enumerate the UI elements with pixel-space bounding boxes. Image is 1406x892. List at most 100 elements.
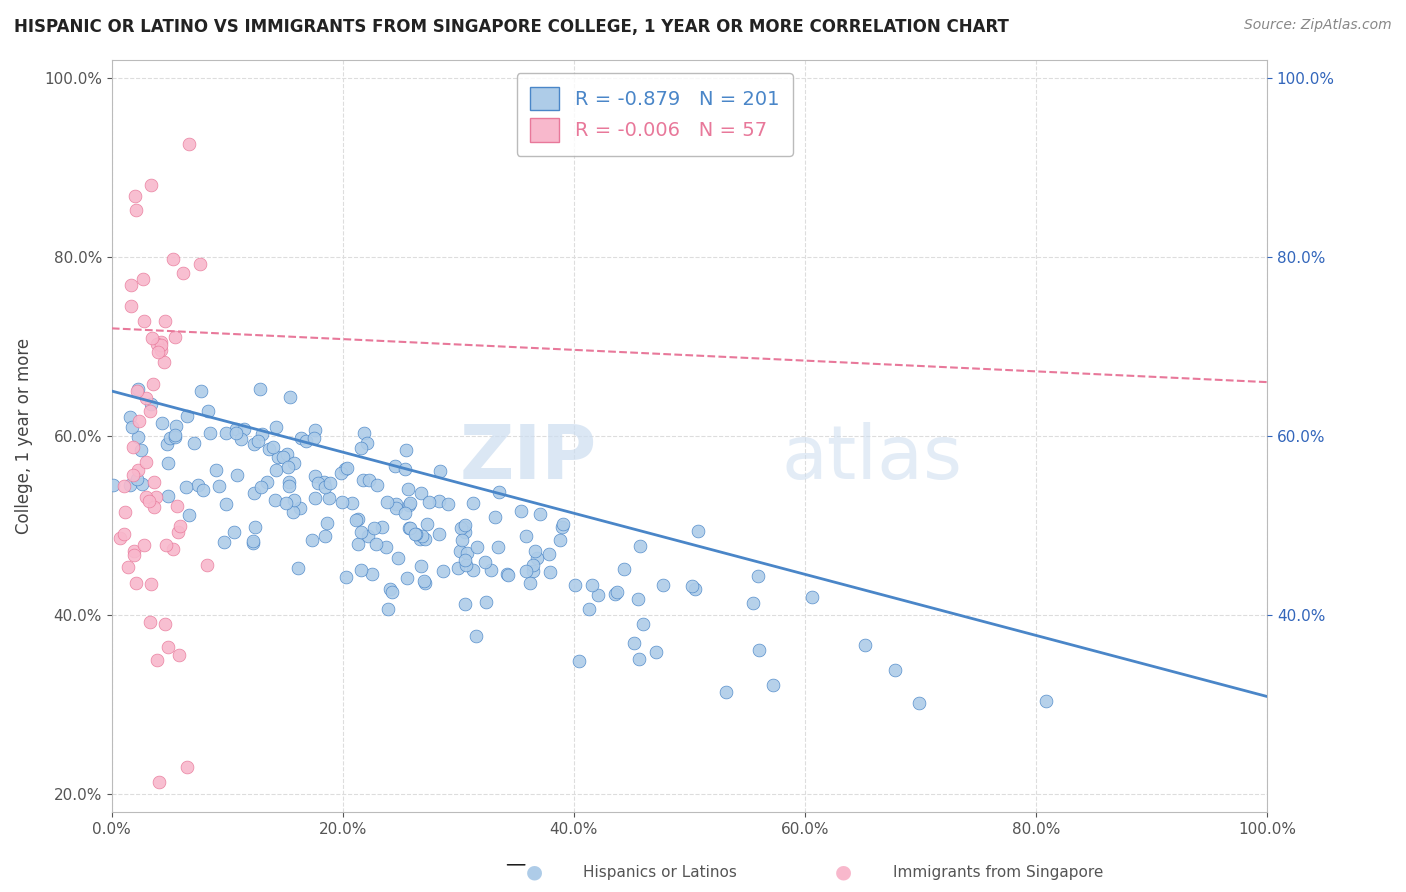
Point — [333, 462, 356, 476]
Point — [384, 459, 406, 474]
Point — [121, 467, 143, 482]
Point — [405, 526, 427, 541]
Point — [145, 337, 167, 351]
Point — [454, 524, 477, 539]
Point — [262, 440, 284, 454]
Point — [411, 529, 433, 543]
Point — [243, 485, 266, 500]
Point — [222, 524, 245, 539]
Point — [131, 271, 153, 285]
Point — [524, 543, 547, 558]
Text: Source: ZipAtlas.com: Source: ZipAtlas.com — [1244, 18, 1392, 32]
Point — [132, 538, 155, 552]
Point — [412, 574, 434, 588]
Point — [153, 355, 176, 369]
Point — [346, 512, 368, 526]
Point — [277, 459, 299, 474]
Point — [747, 568, 769, 582]
Point — [129, 442, 152, 457]
Point — [454, 558, 477, 572]
Text: ●: ● — [526, 863, 543, 882]
Point — [450, 521, 472, 535]
Point — [446, 561, 468, 575]
Point — [304, 468, 326, 483]
Point — [124, 189, 146, 203]
Point — [526, 550, 548, 565]
Point — [225, 425, 247, 440]
Point — [301, 533, 323, 548]
Point — [153, 616, 176, 631]
Point — [163, 330, 186, 344]
Point — [295, 434, 318, 448]
Point — [381, 584, 404, 599]
Point — [432, 564, 454, 578]
Point — [229, 432, 252, 446]
Point — [242, 533, 264, 548]
Point — [631, 617, 654, 632]
Point — [195, 558, 218, 573]
Point — [394, 462, 416, 476]
Point — [344, 513, 367, 527]
Point — [127, 430, 149, 444]
Point — [243, 520, 266, 534]
Y-axis label: College, 1 year or more: College, 1 year or more — [15, 338, 32, 534]
Point — [120, 299, 142, 313]
Point — [461, 496, 484, 510]
Point — [139, 403, 162, 417]
Point — [359, 473, 381, 487]
Point — [385, 500, 408, 515]
Point — [287, 561, 309, 575]
Point — [564, 578, 586, 592]
Point — [117, 560, 139, 574]
Point — [122, 543, 145, 558]
Point — [395, 571, 418, 585]
Point — [155, 538, 177, 552]
Point — [361, 566, 384, 581]
Point — [190, 257, 212, 271]
Point — [150, 416, 173, 430]
Point — [283, 456, 305, 470]
Point — [131, 476, 153, 491]
Point — [281, 505, 304, 519]
Point — [384, 497, 406, 511]
Point — [304, 423, 326, 437]
Point — [538, 565, 561, 579]
Point — [352, 473, 374, 487]
Point — [496, 567, 519, 582]
Point — [101, 478, 124, 492]
Point — [271, 450, 294, 464]
Point — [250, 426, 273, 441]
Point — [357, 529, 380, 543]
Point — [249, 480, 271, 494]
Point — [416, 516, 439, 531]
Point — [138, 494, 160, 508]
Text: Hispanics or Latinos: Hispanics or Latinos — [583, 865, 737, 880]
Point — [651, 577, 673, 591]
Text: Immigrants from Singapore: Immigrants from Singapore — [893, 865, 1104, 880]
Point — [114, 505, 136, 519]
Point — [522, 558, 544, 573]
Point — [215, 425, 238, 440]
Point — [427, 527, 450, 541]
Point — [519, 575, 541, 590]
Point — [204, 463, 226, 477]
Point — [108, 532, 131, 546]
Point — [686, 524, 709, 539]
Point — [340, 495, 363, 509]
Point — [394, 507, 416, 521]
Point — [169, 519, 191, 533]
Point — [429, 464, 451, 478]
Point — [741, 596, 763, 610]
Point — [479, 563, 502, 577]
Point — [399, 521, 422, 535]
Point — [169, 648, 191, 663]
Point — [375, 495, 398, 509]
Point — [409, 486, 432, 500]
Point — [853, 638, 876, 652]
Point — [112, 479, 135, 493]
Point — [398, 521, 420, 535]
Point — [588, 588, 610, 602]
Point — [578, 602, 600, 616]
Point — [374, 540, 396, 554]
Point — [550, 519, 572, 533]
